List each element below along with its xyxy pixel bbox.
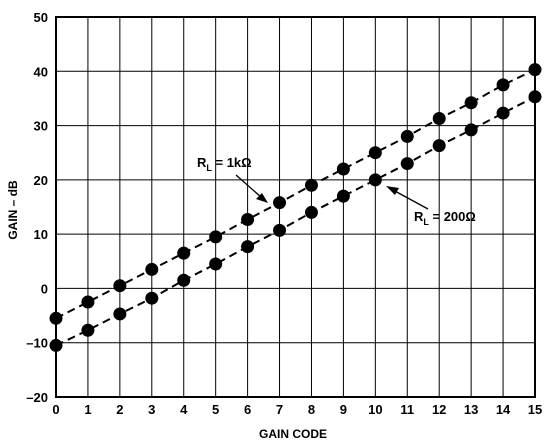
series-2-arrow [386, 186, 429, 210]
series-2-label: RL = 200Ω [414, 209, 476, 227]
series-1-point [81, 295, 95, 309]
series-1-point [432, 112, 446, 126]
series-1-line [55, 68, 536, 320]
y-tick-label: 10 [34, 227, 48, 242]
series-2-point [241, 240, 255, 254]
x-tick-label: 8 [308, 402, 315, 417]
series-1-point [464, 96, 478, 110]
series-1-point [400, 129, 414, 143]
grid-lines [55, 16, 536, 398]
y-tick-label: 40 [34, 64, 48, 79]
series-1-arrow [235, 174, 268, 203]
series-2-point [81, 323, 95, 337]
x-tick-label: 9 [340, 402, 347, 417]
series-1-label-sub: L [206, 163, 212, 173]
x-tick-label: 1 [84, 402, 91, 417]
series-2-point [113, 307, 127, 321]
y-tick-label: –10 [26, 336, 48, 351]
series-1-point [273, 196, 287, 210]
y-tick-label: –20 [26, 390, 48, 405]
series-2-point [368, 173, 382, 187]
x-tick-label: 13 [464, 402, 478, 417]
y-tick-label: 0 [41, 281, 48, 296]
y-axis-label: GAIN – dB [6, 180, 20, 240]
series-2-point [304, 205, 318, 219]
series-1-point [177, 246, 191, 260]
x-tick-label: 12 [432, 402, 446, 417]
x-axis-label: GAIN CODE [259, 427, 327, 441]
x-tick-labels: 0 1 2 3 4 5 6 7 8 9 10 11 12 13 14 15 [52, 402, 542, 417]
x-tick-label: 5 [212, 402, 219, 417]
series-1-point [368, 146, 382, 160]
series-2-point [496, 106, 510, 120]
x-tick-label: 11 [400, 402, 414, 417]
series-1-point [304, 178, 318, 192]
series-1-point [528, 63, 542, 77]
y-tick-label: 20 [34, 173, 48, 188]
series-1-label-main: R [197, 155, 207, 170]
series-1-point [113, 279, 127, 293]
series-2-point [145, 291, 159, 305]
x-tick-label: 0 [52, 402, 59, 417]
series-2-point [49, 338, 63, 352]
x-tick-label: 14 [496, 402, 511, 417]
series-2-label-sub: L [423, 217, 429, 227]
series-2-point [209, 257, 223, 271]
series-1-label: RL = 1kΩ [197, 155, 252, 173]
series-1-point [241, 212, 255, 226]
y-tick-label: 50 [34, 10, 48, 25]
series-2 [49, 90, 542, 352]
series-2-point [177, 273, 191, 287]
series-1 [49, 63, 542, 325]
series-1-point [49, 311, 63, 325]
series-1-label-rest: = 1kΩ [212, 155, 252, 170]
series-1-point [496, 78, 510, 92]
series-layer [49, 63, 542, 352]
x-tick-label: 6 [244, 402, 251, 417]
series-2-point [336, 189, 350, 203]
plot-border [55, 16, 536, 398]
series-2-label-main: R [414, 209, 424, 224]
series-2-point [432, 139, 446, 153]
x-tick-label: 3 [148, 402, 155, 417]
x-tick-label: 4 [180, 402, 188, 417]
x-tick-label: 2 [116, 402, 123, 417]
y-tick-labels: –20 –10 0 10 20 30 40 50 [26, 10, 48, 405]
series-1-point [336, 162, 350, 176]
series-2-label-rest: = 200Ω [429, 209, 476, 224]
series-1-point [209, 230, 223, 244]
x-tick-label: 15 [528, 402, 542, 417]
y-tick-label: 30 [34, 119, 48, 134]
series-2-point [400, 157, 414, 171]
x-tick-label: 7 [276, 402, 283, 417]
series-2-point [464, 123, 478, 137]
series-2-point [273, 223, 287, 237]
series-1-point [145, 262, 159, 276]
x-tick-label: 10 [368, 402, 382, 417]
plot-frame [55, 16, 536, 398]
series-2-point [528, 90, 542, 104]
